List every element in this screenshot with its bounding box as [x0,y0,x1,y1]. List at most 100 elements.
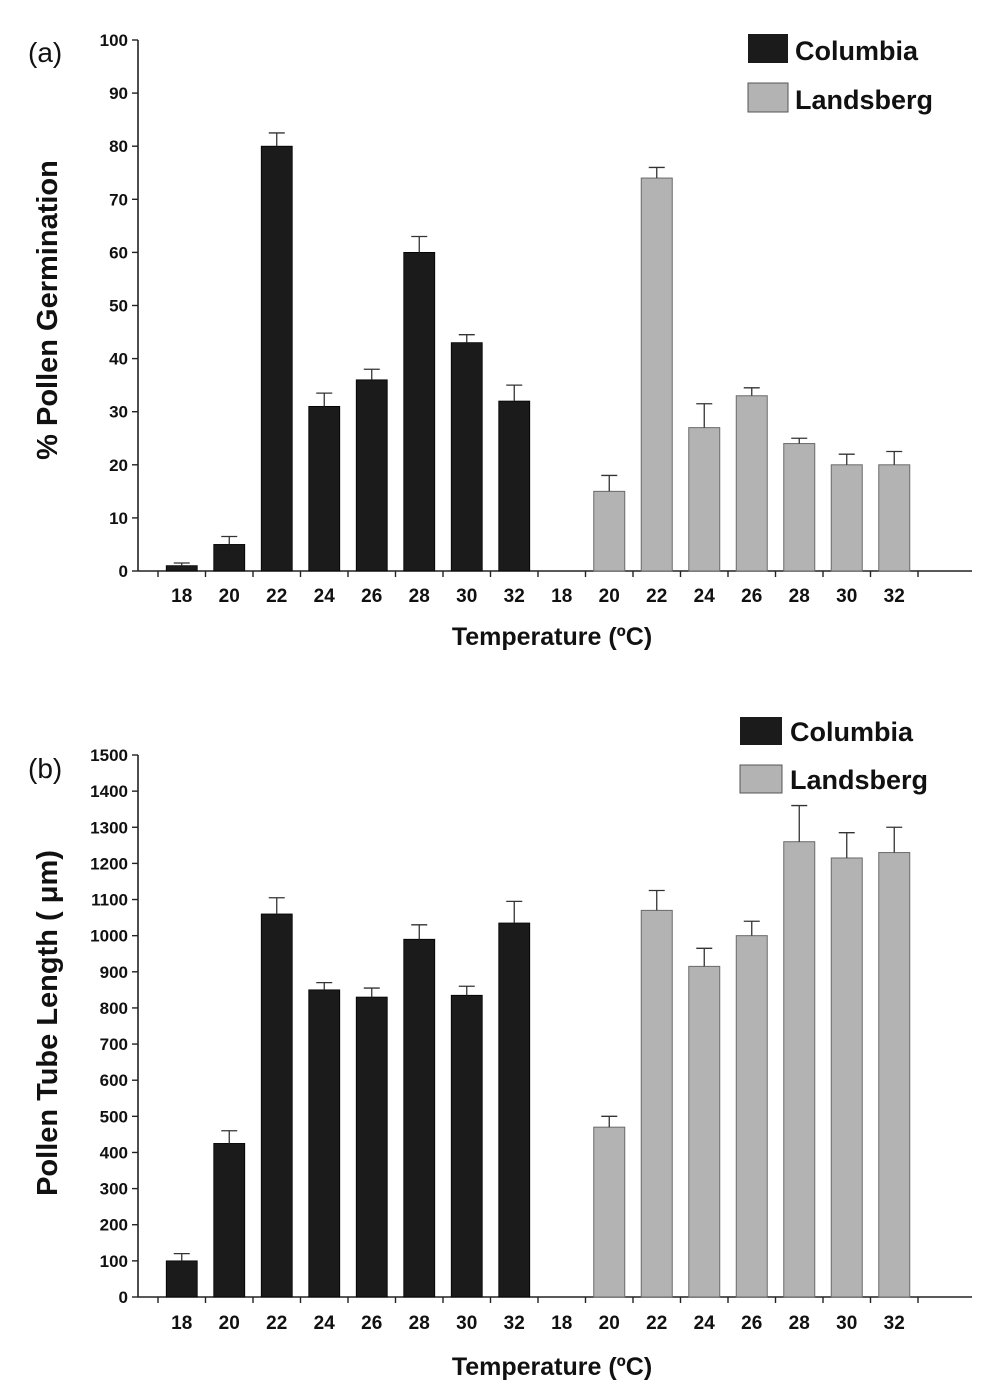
bar-columbia-18 [165,565,198,572]
x-tick-label: 24 [694,1313,716,1334]
y-tick-label: 0 [119,562,128,581]
bar-landsberg-30 [830,464,863,572]
legend-swatch-series-1 [747,82,789,113]
x-tick-label: 26 [741,1313,762,1334]
x-tick-label: 28 [409,586,430,607]
x-tick-label: 18 [551,1313,572,1334]
bar-landsberg-20 [593,490,626,572]
y-tick-label: 0 [119,1288,128,1307]
y-axis-title: % Pollen Germination [32,160,64,460]
bar-columbia-26 [355,996,388,1298]
y-axis-title: Pollen Tube Length ( μm) [32,850,64,1196]
bar-landsberg-32 [878,464,911,572]
y-tick-label: 60 [109,243,128,262]
x-tick-label: 20 [219,586,240,607]
bar-landsberg-20 [593,1126,626,1298]
legend-swatch-series-0 [740,717,782,745]
x-tick-label: 24 [314,1313,336,1334]
x-tick-label: 22 [646,1313,667,1334]
x-tick-label: 20 [219,1313,240,1334]
x-tick-label: 26 [361,586,382,607]
bar-columbia-30 [450,342,483,572]
bar-columbia-28 [403,938,436,1298]
x-axis-title: Temperature (ºC) [452,623,652,651]
legend: Columbia Landsberg [747,34,933,115]
y-tick-label: 100 [100,1252,128,1271]
bar-landsberg-24 [688,427,721,572]
x-tick-label: 26 [741,586,762,607]
x-tick-label: 32 [884,1313,905,1334]
y-tick-label: 1300 [90,818,128,837]
x-axis-title: Temperature (ºC) [452,1353,652,1381]
y-tick-label: 900 [100,963,128,982]
y-tick-label: 80 [109,137,128,156]
x-tick-label: 30 [456,1313,477,1334]
bar-landsberg-30 [830,857,863,1298]
y-tick-label: 30 [109,403,128,422]
y-tick-label: 800 [100,999,128,1018]
x-tick-label: 32 [504,1313,525,1334]
bar-columbia-32 [498,400,531,572]
legend-label-series-0: Columbia [790,717,914,747]
bar-columbia-22 [260,145,293,572]
legend-swatch-series-0 [748,34,788,63]
bar-columbia-18 [165,1260,198,1298]
y-tick-label: 700 [100,1035,128,1054]
y-tick-label: 200 [100,1216,128,1235]
bar-columbia-24 [308,989,341,1298]
panel-label: (a) [28,37,62,68]
y-tick-label: 40 [109,350,128,369]
x-tick-label: 22 [266,1313,287,1334]
y-tick-label: 100 [100,31,128,50]
y-tick-label: 1200 [90,854,128,873]
bar-landsberg-22 [640,909,673,1298]
bar-landsberg-28 [783,841,816,1298]
panel-label: (b) [28,753,62,784]
y-tick-label: 500 [100,1107,128,1126]
x-tick-label: 32 [504,586,525,607]
bar-landsberg-26 [735,935,768,1298]
x-tick-label: 22 [646,586,667,607]
bar-landsberg-32 [878,852,911,1298]
bar-landsberg-26 [735,395,768,572]
y-tick-label: 400 [100,1143,128,1162]
x-tick-label: 28 [789,586,810,607]
x-tick-label: 30 [836,586,857,607]
bar-columbia-20 [213,1143,246,1298]
y-tick-label: 600 [100,1071,128,1090]
bar-landsberg-28 [783,443,816,572]
x-tick-label: 26 [361,1313,382,1334]
x-tick-label: 30 [456,586,477,607]
x-tick-label: 20 [599,1313,620,1334]
bar-columbia-22 [260,913,293,1298]
y-tick-label: 1100 [91,891,128,910]
chart-panel-b: (b) Pollen Tube Length ( μm) Temperature… [28,717,972,1381]
bar-columbia-30 [450,994,483,1298]
y-tick-label: 20 [109,456,128,475]
y-tick-label: 50 [109,297,128,316]
x-tick-label: 24 [694,586,716,607]
x-tick-label: 20 [599,586,620,607]
x-tick-label: 18 [551,586,572,607]
legend-label-series-1: Landsberg [795,85,933,115]
y-tick-label: 1400 [90,782,128,801]
bar-landsberg-24 [688,965,721,1298]
bar-columbia-28 [403,251,436,572]
x-tick-label: 32 [884,586,905,607]
y-tick-label: 300 [100,1180,128,1199]
x-tick-label: 22 [266,586,287,607]
bar-columbia-26 [355,379,388,572]
x-tick-label: 18 [171,586,192,607]
y-tick-label: 90 [109,84,128,103]
x-tick-label: 24 [314,586,336,607]
x-tick-label: 28 [789,1313,810,1334]
chart-panel-a: (a) % Pollen Germination Temperature (ºC… [28,31,972,651]
y-tick-label: 10 [109,509,128,528]
bar-landsberg-22 [640,177,673,572]
x-tick-label: 28 [409,1313,430,1334]
x-tick-label: 18 [171,1313,192,1334]
legend-label-series-0: Columbia [795,36,919,66]
legend-label-series-1: Landsberg [790,765,928,795]
plot-area: 0 10 20 30 40 50 60 70 80 90 100 18 20 22 24 26 28 30 32 18… [100,31,972,607]
